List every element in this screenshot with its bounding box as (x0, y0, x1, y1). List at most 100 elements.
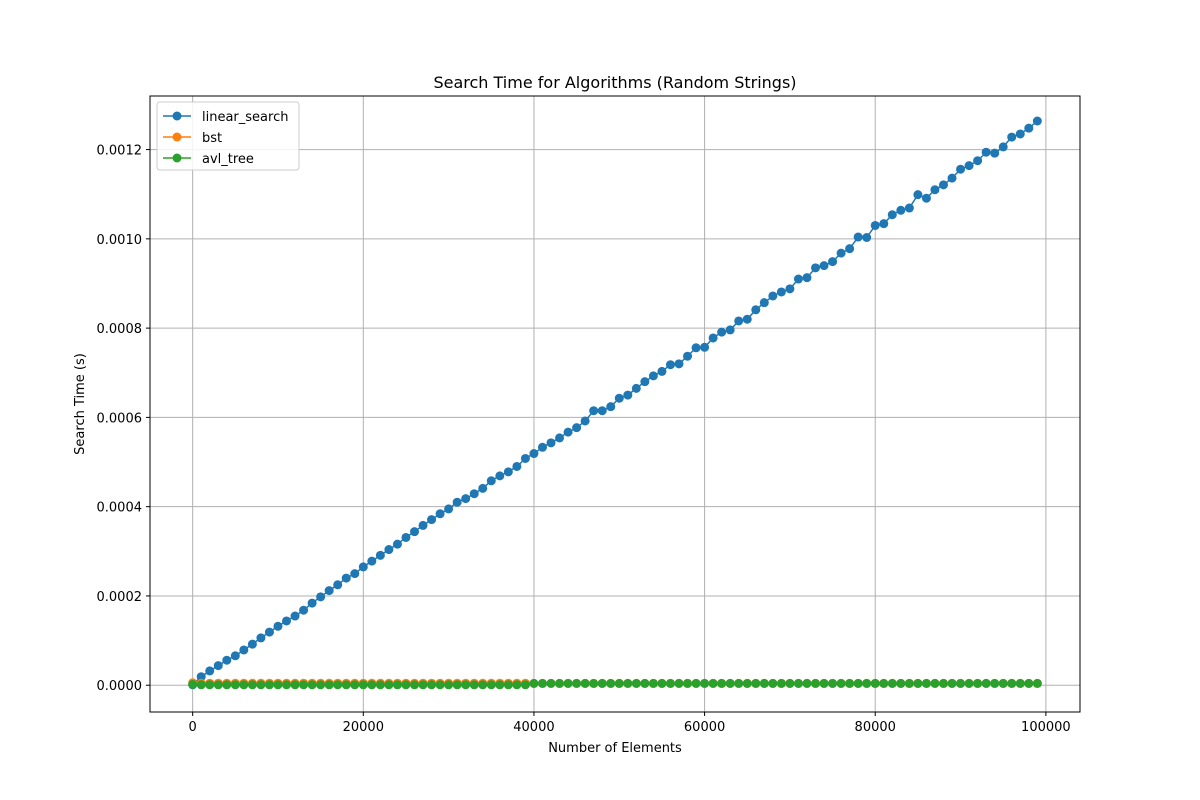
data-point-linear_search (461, 494, 471, 504)
axis-ticks: 0 20000 40000 60000 80000 100000 0.0000 0.0002 0… (97, 144, 1071, 735)
data-point-avl_tree (196, 680, 206, 690)
data-point-linear_search (734, 316, 744, 326)
plot-frame (149, 95, 1081, 713)
data-point-avl_tree (461, 680, 471, 690)
data-point-avl_tree (674, 678, 684, 688)
data-point-avl_tree (819, 678, 829, 688)
data-point-avl_tree (444, 680, 454, 690)
data-point-linear_search (367, 556, 377, 566)
legend-marker-bst (172, 132, 182, 142)
data-point-avl_tree (836, 678, 846, 688)
data-point-avl_tree (862, 678, 872, 688)
x-tick-label: 80000 (855, 720, 896, 735)
data-point-avl_tree (1007, 678, 1017, 688)
data-point-avl_tree (725, 678, 735, 688)
data-point-linear_search (768, 291, 778, 301)
y-tick-label: 0.0010 (97, 233, 143, 248)
data-point-avl_tree (1024, 678, 1034, 688)
data-point-avl_tree (811, 678, 820, 688)
data-point-avl_tree (478, 680, 488, 690)
data-point-avl_tree (708, 678, 718, 688)
data-point-avl_tree (205, 680, 215, 690)
data-point-linear_search (845, 244, 855, 254)
data-point-avl_tree (358, 680, 368, 690)
data-point-linear_search (495, 471, 505, 481)
data-point-avl_tree (350, 680, 360, 690)
x-tick-label: 60000 (684, 720, 725, 735)
legend-marker-linear_search (172, 111, 182, 121)
data-point-avl_tree (316, 680, 326, 690)
x-tick-label: 40000 (513, 720, 554, 735)
data-point-avl_tree (887, 678, 897, 688)
data-point-avl_tree (520, 680, 530, 690)
data-point-linear_search (657, 366, 667, 376)
data-point-avl_tree (427, 680, 437, 690)
data-point-linear_search (828, 257, 838, 267)
series-line-linear_search (192, 120, 1038, 686)
data-point-avl_tree (998, 678, 1008, 688)
data-point-linear_search (537, 442, 547, 452)
data-point-avl_tree (785, 678, 795, 688)
data-point-linear_search (247, 639, 257, 649)
data-point-avl_tree (1015, 678, 1025, 688)
data-point-avl_tree (606, 678, 616, 688)
data-point-linear_search (606, 402, 616, 412)
grid (150, 96, 1080, 712)
data-point-avl_tree (879, 678, 889, 688)
data-point-linear_search (316, 592, 326, 602)
data-point-avl_tree (623, 678, 633, 688)
x-tick-label: 20000 (343, 720, 384, 735)
data-point-linear_search (529, 449, 539, 459)
data-point-linear_search (640, 377, 650, 387)
data-point-linear_search (1007, 132, 1017, 142)
data-point-linear_search (879, 219, 889, 229)
data-point-avl_tree (580, 678, 590, 688)
data-point-linear_search (853, 232, 863, 242)
data-point-avl_tree (273, 680, 283, 690)
data-point-linear_search (887, 210, 897, 220)
data-point-linear_search (623, 390, 633, 400)
data-point-avl_tree (418, 680, 428, 690)
data-point-avl_tree (665, 678, 675, 688)
data-point-linear_search (725, 325, 735, 335)
data-point-linear_search (196, 672, 206, 682)
data-point-linear_search (205, 666, 215, 676)
data-point-avl_tree (853, 678, 863, 688)
data-point-linear_search (580, 416, 590, 426)
data-point-avl_tree (802, 678, 812, 688)
data-point-avl_tree (384, 680, 394, 690)
data-point-avl_tree (717, 678, 727, 688)
data-point-avl_tree (435, 680, 445, 690)
y-tick-label: 0.0002 (97, 590, 143, 605)
legend-box (156, 101, 300, 171)
data-point-linear_search (1024, 123, 1034, 133)
data-point-avl_tree (307, 680, 317, 690)
data-point-avl_tree (341, 680, 351, 690)
data-point-avl_tree (691, 678, 701, 688)
data-point-linear_search (981, 147, 991, 157)
data-point-linear_search (435, 509, 445, 519)
legend-label-bst: bst (202, 131, 222, 146)
data-point-avl_tree (247, 680, 257, 690)
data-point-linear_search (589, 406, 599, 416)
data-point-avl_tree (964, 678, 974, 688)
data-point-linear_search (444, 504, 454, 514)
data-point-avl_tree (828, 678, 838, 688)
data-point-avl_tree (921, 678, 931, 688)
data-point-avl_tree (495, 680, 505, 690)
series-linear_search (188, 116, 1042, 690)
data-point-avl_tree (290, 680, 300, 690)
series-avl_tree (188, 678, 1042, 690)
data-point-linear_search (307, 598, 317, 608)
data-point-linear_search (469, 489, 479, 499)
data-point-linear_search (1032, 116, 1042, 126)
data-point-avl_tree (546, 678, 556, 688)
data-point-linear_search (836, 248, 846, 258)
data-point-avl_tree (904, 678, 914, 688)
data-point-avl_tree (529, 678, 539, 688)
data-point-linear_search (683, 351, 693, 361)
data-point-linear_search (717, 327, 727, 337)
data-point-avl_tree (845, 678, 855, 688)
data-point-avl_tree (751, 678, 761, 688)
data-point-linear_search (350, 569, 360, 579)
